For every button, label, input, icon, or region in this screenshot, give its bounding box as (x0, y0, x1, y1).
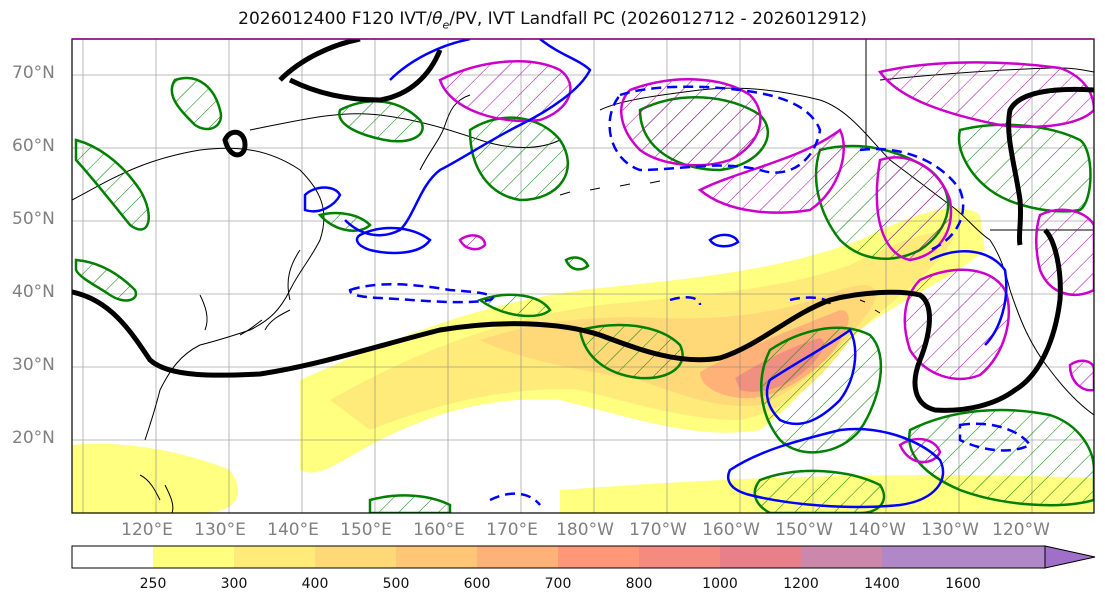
colorbar-label-600: 600 (463, 576, 491, 592)
theta-neg-11 (489, 422, 1032, 506)
colorbar-swatch (396, 546, 477, 568)
theta-neg-9 (726, 427, 945, 509)
colorbar-extend-arrow (1044, 545, 1096, 569)
pv-contour-12 (907, 408, 1094, 507)
philippines (139, 474, 174, 513)
ivt-mean-line-loop (222, 129, 248, 158)
pv-contour-2 (74, 138, 150, 231)
theta-pos-3 (697, 128, 845, 214)
colorbar-swatch (72, 546, 153, 568)
ivt-band-250-south (72, 443, 239, 513)
theta-pos-2 (620, 78, 762, 167)
na-west-coast (989, 239, 1094, 416)
theta-pos-9 (1068, 359, 1094, 392)
colorbar-label-1600: 1600 (945, 576, 981, 592)
lon-label-150e: 150°E (340, 520, 392, 540)
colorbar-swatch (882, 546, 1045, 568)
theta-neg-10 (929, 250, 1008, 346)
lon-label-160e: 160°E (413, 520, 465, 540)
colorbar-swatch (234, 546, 315, 568)
lat-label-40n: 40°N (12, 282, 55, 302)
colorbar-label-400: 400 (301, 576, 329, 592)
korea (199, 294, 208, 331)
theta-neg-3 (303, 186, 342, 213)
colorbar-swatch (477, 546, 558, 568)
lon-label-180w: 180°W (556, 520, 614, 540)
pv-contour-3 (74, 258, 138, 302)
theta-neg-5 (608, 85, 822, 174)
lon-label-130e: 130°E (194, 520, 246, 540)
lon-label-150w: 150°W (775, 520, 833, 540)
lon-label-160w: 160°W (702, 520, 760, 540)
lon-label-140e: 140°E (267, 520, 319, 540)
lat-label-70n: 70°N (12, 63, 55, 83)
colorbar-label-500: 500 (382, 576, 410, 592)
theta-pos-10 (458, 234, 487, 251)
ivt-mean-line-north (278, 39, 443, 103)
lat-label-30n: 30°N (12, 355, 55, 375)
theta-contours-negative (303, 39, 1032, 509)
colorbar-swatch (639, 546, 720, 568)
colorbar-swatch (801, 546, 882, 568)
lat-label-20n: 20°N (12, 428, 55, 448)
colorbar-swatch (153, 546, 234, 568)
ivt-mean-line-main (72, 228, 1063, 413)
theta-neg-1 (344, 39, 592, 237)
lon-label-120e: 120°E (121, 520, 173, 540)
colorbar-label-800: 800 (625, 576, 653, 592)
ivt-mean-contours (72, 39, 1094, 413)
colorbar-label-1400: 1400 (864, 576, 900, 592)
theta-pos-6 (1035, 208, 1094, 297)
title-theta: θ (432, 9, 443, 29)
page-title: 2026012400 F120 IVT/θe/PV, IVT Landfall … (0, 9, 1105, 31)
aleutians (559, 180, 661, 196)
lon-label-140w: 140°W (848, 520, 906, 540)
colorbar (71, 545, 1096, 569)
pv-contour-6 (317, 211, 372, 232)
title-theta-sub: e (442, 18, 450, 32)
colorbar-swatch (558, 546, 639, 568)
lon-label-120w: 120°W (992, 520, 1050, 540)
pv-contour-15 (368, 494, 452, 513)
title-suffix: /PV, IVT Landfall PC (2026012712 - 20260… (449, 9, 867, 29)
colorbar-label-1000: 1000 (702, 576, 738, 592)
lon-label-130w: 130°W (921, 520, 979, 540)
lat-label-50n: 50°N (12, 209, 55, 229)
asia-coast (72, 147, 325, 441)
theta-neg-8 (765, 328, 857, 426)
colorbar-label-1200: 1200 (783, 576, 819, 592)
pv-contour-14 (477, 293, 552, 318)
colorbar-swatches (72, 546, 1045, 568)
theta-neg-6 (708, 233, 740, 248)
lon-label-170w: 170°W (629, 520, 687, 540)
ivt-mean-line-east (1006, 86, 1094, 246)
title-prefix: 2026012400 F120 IVT/ (238, 9, 433, 29)
japan (239, 249, 301, 336)
colorbar-label-700: 700 (544, 576, 572, 592)
colorbar-swatch (315, 546, 396, 568)
pv-contour-16 (564, 256, 590, 271)
colorbar-label-300: 300 (220, 576, 248, 592)
theta-pos-1 (438, 60, 572, 123)
colorbar-frame (71, 545, 1046, 569)
theta-neg-4 (348, 283, 494, 304)
theta-pos-7 (903, 268, 1011, 380)
theta-neg-2 (355, 226, 432, 255)
pv-contour-1 (170, 77, 223, 131)
theta-contours-positive (438, 60, 1094, 464)
colorbar-label-250: 250 (139, 576, 167, 592)
lat-label-60n: 60°N (12, 136, 55, 156)
lon-label-170e: 170°E (486, 520, 538, 540)
colorbar-swatch (720, 546, 801, 568)
hawaii (859, 299, 881, 314)
theta-neg-7 (669, 147, 965, 306)
theta-pos-8 (898, 437, 942, 464)
